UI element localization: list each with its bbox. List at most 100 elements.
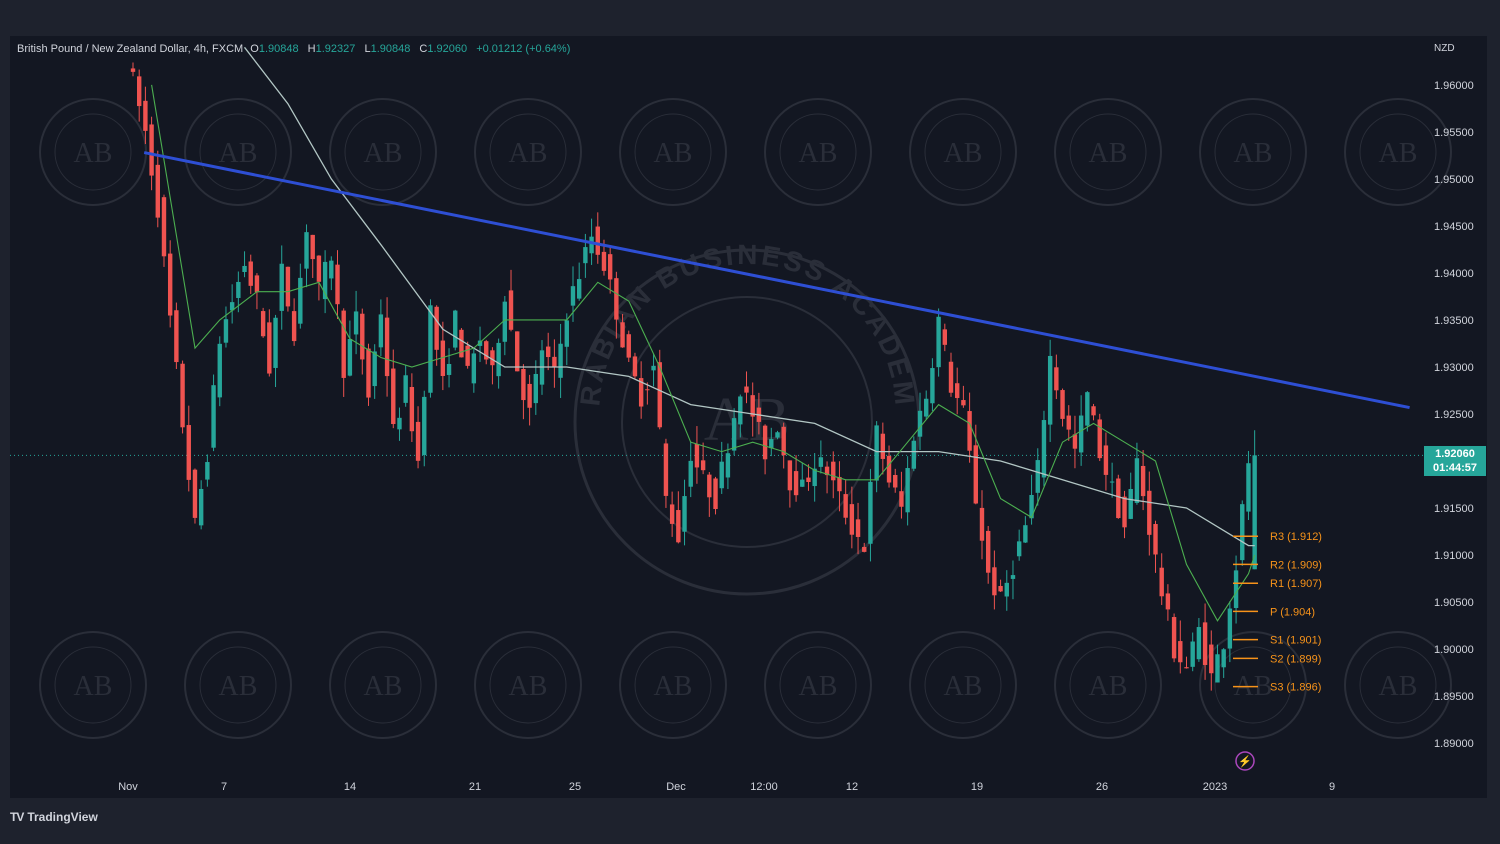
time-axis-tick: Nov [118, 781, 138, 793]
watermark-logo-inner-ring [344, 646, 422, 724]
watermark-logo-inner-ring [199, 113, 277, 191]
candle-body [242, 265, 247, 273]
candle-body [731, 418, 737, 451]
candle-body [1016, 541, 1022, 557]
candle-body [843, 494, 848, 518]
currency-label[interactable]: NZD [1434, 43, 1455, 54]
candle-body [1165, 593, 1171, 610]
candle-body [893, 474, 898, 488]
candle-body [905, 468, 910, 513]
candle-body [533, 373, 539, 404]
candle-body [1109, 481, 1115, 483]
candle-body [329, 260, 334, 279]
watermark-logo-inner-ring [489, 646, 567, 724]
candle-body [192, 469, 198, 518]
candle-body [453, 310, 458, 348]
watermark-logo-inner-ring [924, 113, 1002, 191]
last-price-tag: 1.92060 01:44:57 [1424, 446, 1486, 476]
watermark-logo-inner-ring [1214, 646, 1292, 724]
watermark-logo-text: AB [364, 138, 403, 169]
watermark-logo-inner-ring [1069, 113, 1147, 191]
chart-pane[interactable] [10, 36, 1487, 798]
candle-body [719, 461, 724, 489]
candle-body [688, 460, 693, 487]
pivot-level-label: R3 (1.912) [1270, 531, 1322, 543]
candle-body [985, 530, 991, 573]
candle-body [1178, 641, 1183, 663]
slow-moving-average-line [243, 46, 1255, 547]
price-axis-tick: 1.92500 [1434, 409, 1474, 421]
watermark-logo-text: AB [654, 138, 693, 169]
candle-body [1066, 415, 1071, 430]
candle-body [868, 481, 873, 544]
candle-body [1221, 649, 1226, 668]
candle-body [595, 226, 600, 255]
candle-body [862, 546, 867, 552]
candle-body [1134, 458, 1140, 503]
candle-body [781, 426, 786, 456]
candle-body [372, 351, 377, 387]
candle-body [335, 264, 340, 305]
candle-body [818, 457, 824, 467]
watermark-logo-text: AB [1234, 138, 1273, 169]
candle-body [589, 236, 594, 254]
candle-body [583, 247, 588, 264]
candle-body [1215, 654, 1220, 683]
candle-body [161, 197, 167, 257]
watermark-logo-ring [1054, 98, 1162, 206]
candle-body [484, 341, 489, 360]
candle-body [998, 585, 1003, 592]
high-label: H [307, 43, 316, 55]
low-label: L [364, 43, 371, 55]
candle-body [886, 455, 892, 483]
close-value: 1.92060 [427, 43, 468, 55]
candle-body [1190, 641, 1195, 667]
candle-body [942, 329, 948, 345]
candle-body [316, 255, 322, 282]
candle-body [521, 368, 526, 401]
candle-body [273, 317, 278, 368]
watermark-logo-inner-ring [1069, 646, 1147, 724]
watermark-logo-ring [1344, 631, 1452, 739]
candle-body [1128, 488, 1133, 519]
candle-body [676, 510, 681, 543]
candle-body [552, 356, 557, 368]
watermark-logo-text: AB [799, 138, 838, 169]
candle-body [1023, 525, 1028, 543]
candle-body [967, 411, 972, 451]
candle-body [1209, 644, 1214, 674]
open-label: O [250, 43, 259, 55]
candle-body [1147, 490, 1152, 535]
candle-body [366, 348, 371, 398]
watermark-logo-text: AB [1089, 138, 1128, 169]
candle-body [651, 365, 656, 371]
candle-body [570, 286, 576, 306]
price-axis-tick: 1.93500 [1434, 315, 1474, 327]
watermark-logo-ring [1054, 631, 1162, 739]
watermark-logo-ring [1199, 98, 1307, 206]
price-axis-tick: 1.89000 [1434, 738, 1474, 750]
symbol-title[interactable]: British Pound / New Zealand Dollar, 4h, … [17, 43, 244, 55]
low-value: 1.90848 [370, 43, 411, 55]
candle-body [1122, 496, 1127, 528]
candle-body [713, 478, 718, 510]
candle-body [806, 477, 811, 482]
candle-body [477, 340, 483, 346]
candle-body [979, 507, 985, 541]
candle-body [800, 479, 805, 487]
candle-body [657, 362, 662, 428]
price-axis-tick: 1.89500 [1434, 691, 1474, 703]
watermark-logo-inner-ring [344, 113, 422, 191]
candle-body [347, 339, 353, 376]
candle-body [700, 460, 706, 471]
candle-body [837, 476, 842, 492]
price-axis-tick: 1.94000 [1434, 268, 1474, 280]
watermark-logo-inner-ring [634, 113, 712, 191]
tradingview-brand[interactable]: TV TradingView [10, 810, 98, 824]
candle-body [490, 350, 495, 366]
candle-body [849, 504, 855, 535]
watermark-logo-text: AB [1089, 671, 1128, 702]
watermark-logo-text: AB [799, 671, 838, 702]
time-axis-tick: 14 [344, 781, 356, 793]
